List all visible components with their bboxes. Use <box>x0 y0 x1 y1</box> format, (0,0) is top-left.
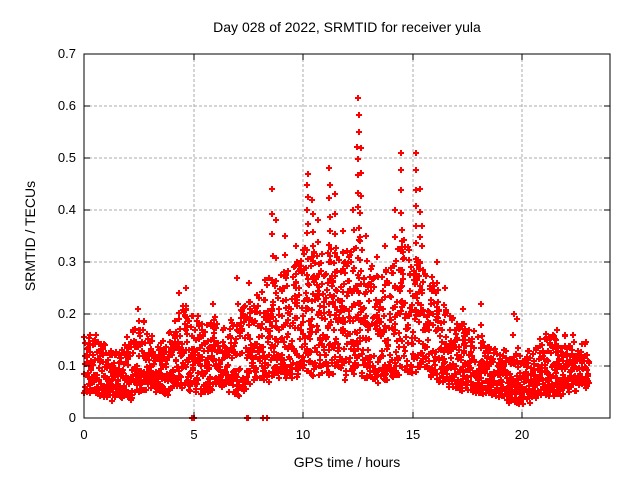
chart-title: Day 028 of 2022, SRMTID for receiver yul… <box>213 19 481 35</box>
scatter-data-points <box>81 95 592 421</box>
y-tick-label: 0.2 <box>57 306 76 321</box>
axis-ticks <box>83 53 610 419</box>
y-tick-label: 0.1 <box>57 358 76 373</box>
x-tick-label: 15 <box>405 427 421 442</box>
y-tick-label: 0.5 <box>57 150 76 165</box>
x-tick-label: 20 <box>514 427 530 442</box>
y-tick-label: 0.6 <box>57 98 76 113</box>
plot-border <box>83 53 611 419</box>
y-tick-label: 0.7 <box>57 46 76 61</box>
y-tick-label: 0.4 <box>57 202 76 217</box>
x-tick-label: 0 <box>80 427 88 442</box>
y-tick-label: 0 <box>68 410 76 425</box>
x-tick-label: 10 <box>295 427 311 442</box>
x-tick-label: 5 <box>190 427 198 442</box>
x-axis-label: GPS time / hours <box>293 454 401 470</box>
y-tick-label: 0.3 <box>57 254 76 269</box>
